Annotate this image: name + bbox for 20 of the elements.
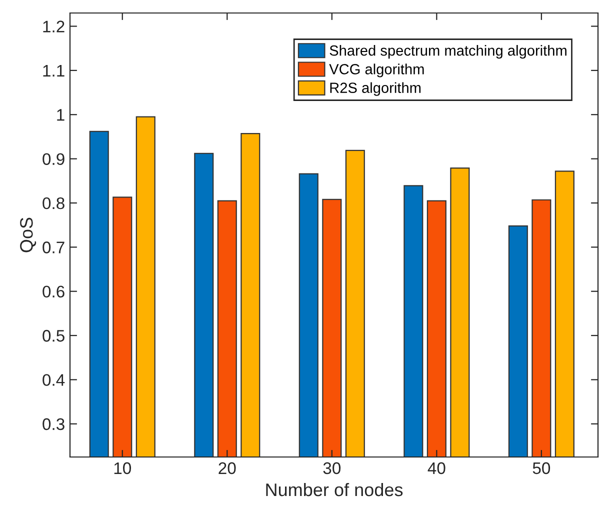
x-tick-label: 30: [323, 462, 341, 474]
y-tick-label: 0.9: [42, 153, 64, 165]
y-tick-label: 0.8: [42, 197, 64, 210]
y-tick-label: 0.6: [42, 286, 64, 298]
x-tick-label: 40: [428, 462, 446, 474]
y-tick-label: 0.7: [42, 242, 64, 254]
y-tick-label: 1.1: [43, 65, 64, 76]
legend-label: R2S algorithm: [330, 82, 421, 96]
y-tick-label: 0.4: [42, 374, 65, 386]
y-tick-label: 0.3: [42, 418, 64, 430]
legend-label: Shared spectrum matching algorithm: [330, 45, 566, 59]
y-axis-title: QoS: [20, 218, 36, 252]
legend-label: VCG algorithm: [329, 64, 424, 78]
x-tick-label: 10: [114, 462, 131, 474]
x-tick-label: 50: [532, 462, 550, 474]
x-tick-label: 20: [218, 462, 236, 474]
x-axis-title: Number of nodes: [266, 482, 403, 496]
y-tick-label: 1: [57, 109, 64, 121]
y-tick-label: 0.5: [42, 330, 64, 342]
y-tick-label: 1.2: [43, 20, 64, 32]
